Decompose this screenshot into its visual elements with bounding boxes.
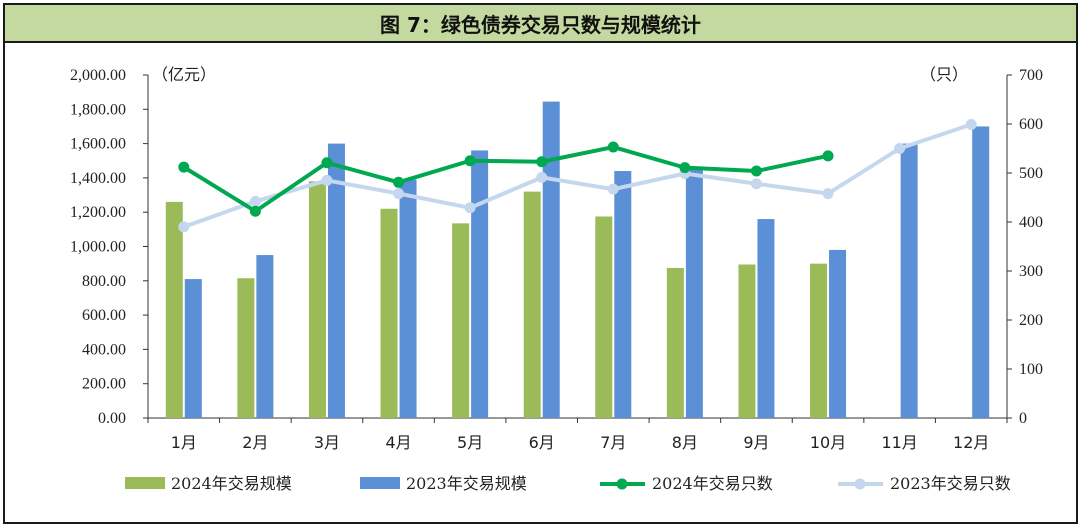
bar-2024 — [523, 191, 541, 418]
bar-2024 — [165, 201, 183, 418]
bar-2023 — [972, 126, 990, 418]
y-left-unit-label: （亿元） — [152, 65, 216, 84]
y-left-tick-label: 1,400.00 — [70, 170, 126, 187]
bar-2023 — [757, 219, 775, 418]
bar-2023 — [399, 179, 417, 418]
bars-layer — [165, 101, 990, 419]
legend-marker-2023 — [854, 478, 866, 490]
x-tick-label: 3月 — [314, 433, 340, 452]
bar-2024 — [595, 216, 613, 418]
x-tick-label: 8月 — [672, 433, 698, 452]
bar-2024 — [237, 278, 255, 418]
bar-2023 — [900, 143, 918, 418]
x-tick-label: 4月 — [385, 433, 411, 452]
y-left-tick-label: 800.00 — [82, 273, 126, 290]
y-right-tick-label: 400 — [1019, 214, 1043, 231]
line-2023 — [183, 122, 972, 229]
y-left-tick-label: 0.00 — [98, 410, 126, 427]
legend: 2024年交易规模 2023年交易规模 2024年交易只数 2023年交易只数 — [125, 474, 1011, 493]
x-tick-label: 9月 — [743, 433, 769, 452]
x-tick-label: 1月 — [171, 433, 197, 452]
bar-2024 — [666, 267, 684, 418]
y-left-tick-label: 2,000.00 — [70, 67, 126, 84]
y-right-tick-label: 300 — [1019, 263, 1043, 280]
legend-label: 2023年交易只数 — [890, 474, 1011, 493]
x-tick-label: 5月 — [457, 433, 483, 452]
bar-2023 — [327, 143, 345, 418]
legend-marker-2024 — [616, 478, 628, 490]
y-right-tick-label: 600 — [1019, 116, 1043, 133]
point-2023 — [536, 171, 548, 183]
point-2024 — [249, 205, 261, 217]
bar-2023 — [184, 279, 202, 418]
bar-2023 — [685, 169, 703, 418]
bar-2023 — [256, 255, 274, 418]
x-tick-label: 6月 — [529, 433, 555, 452]
point-2023 — [607, 183, 619, 195]
legend-swatch-bar-2023 — [360, 477, 400, 489]
x-tick-label: 12月 — [953, 433, 989, 452]
bar-2024 — [452, 223, 470, 418]
point-2024 — [822, 150, 834, 162]
y-left-tick-label: 1,800.00 — [70, 101, 126, 118]
point-2024 — [464, 155, 476, 167]
point-2024 — [321, 157, 333, 169]
point-2023 — [750, 178, 762, 190]
legend-label: 2024年交易只数 — [652, 474, 773, 493]
legend-swatch-bar-2024 — [125, 477, 165, 489]
x-tick-label: 10月 — [810, 433, 846, 452]
point-2023 — [822, 188, 834, 200]
point-2024 — [750, 165, 762, 177]
y-right-tick-label: 700 — [1019, 67, 1043, 84]
point-2024 — [679, 162, 691, 174]
x-tick-label: 7月 — [600, 433, 626, 452]
y-left-tick-label: 400.00 — [82, 341, 126, 358]
y-left-tick-label: 1,200.00 — [70, 204, 126, 221]
y-right-unit-label: （只） — [920, 65, 968, 84]
point-2023 — [249, 195, 261, 207]
point-2024 — [393, 176, 405, 188]
bar-2024 — [308, 181, 326, 418]
bar-2024 — [380, 208, 398, 418]
y-left-tick-label: 600.00 — [82, 307, 126, 324]
point-2023 — [894, 143, 906, 154]
point-2024 — [536, 156, 548, 168]
y-right-tick-label: 200 — [1019, 312, 1043, 329]
x-tick-label: 11月 — [881, 433, 917, 452]
chart-title: 图 7：绿色债券交易只数与规模统计 — [380, 12, 701, 37]
bar-2023 — [542, 101, 560, 419]
bar-2023 — [471, 150, 489, 418]
point-2023 — [965, 118, 977, 130]
point-2023 — [464, 202, 476, 214]
axes-layer: 0.00 200.00 400.00 600.00 800.00 1,000.00 1,20… — [70, 65, 1043, 452]
bar-2023 — [614, 171, 632, 418]
chart-title-bar: 图 7：绿色债券交易只数与规模统计 — [5, 5, 1076, 43]
y-left-tick-label: 200.00 — [82, 376, 126, 393]
legend-label: 2024年交易规模 — [171, 474, 292, 493]
y-left-tick-label: 1,000.00 — [70, 239, 126, 256]
y-right-tick-label: 100 — [1019, 361, 1043, 378]
point-2023 — [178, 221, 190, 233]
point-2024 — [178, 161, 190, 173]
bar-2024 — [810, 263, 828, 418]
legend-label: 2023年交易规模 — [406, 474, 527, 493]
bar-2024 — [738, 264, 756, 418]
y-left-tick-label: 1,600.00 — [70, 136, 126, 153]
y-right-tick-label: 500 — [1019, 165, 1043, 182]
point-2023 — [321, 174, 333, 186]
lines-layer — [178, 118, 977, 233]
y-right-tick-label: 0 — [1019, 410, 1027, 427]
bar-2023 — [829, 249, 847, 418]
point-2023 — [393, 188, 405, 200]
point-2024 — [607, 141, 619, 153]
x-tick-label: 2月 — [242, 433, 268, 452]
line-2024 — [182, 145, 829, 214]
